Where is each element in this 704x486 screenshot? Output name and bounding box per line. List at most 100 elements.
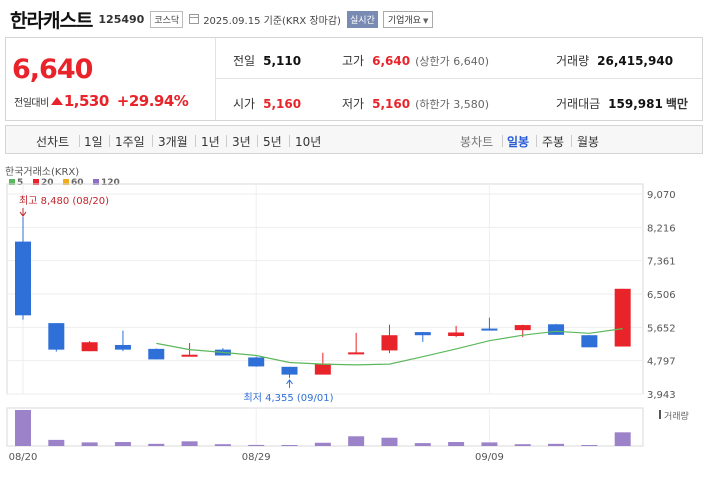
stat-sub: (상한가 6,640) xyxy=(415,55,489,68)
divider xyxy=(571,135,572,147)
volume-bar xyxy=(214,444,231,446)
candle-body xyxy=(614,288,631,347)
candle-chart-label: 봉차트 xyxy=(460,135,494,149)
candle-monthly[interactable]: 월봉 xyxy=(577,135,600,149)
candle-body xyxy=(248,357,265,367)
volume-bar xyxy=(348,436,365,446)
divider xyxy=(226,135,227,147)
realtime-button[interactable]: 실시간 xyxy=(346,10,378,28)
volume-bar xyxy=(81,442,98,446)
high-arrowhead-icon xyxy=(19,211,27,217)
candle-body xyxy=(181,354,198,357)
period-3m[interactable]: 3개월 xyxy=(158,135,188,149)
legend-label: 120 xyxy=(101,178,120,188)
stat-amount: 거래대금 159,981 백만 xyxy=(556,95,688,112)
candle-body xyxy=(414,332,431,336)
volume-bar xyxy=(15,410,31,446)
candle-body xyxy=(348,352,365,355)
change-label: 전일대비 xyxy=(14,97,49,109)
stat-low: 저가 5,160 (하한가 3,580) xyxy=(342,95,489,112)
volume-label: 거래량 xyxy=(664,410,689,422)
volume-bar xyxy=(314,442,331,446)
legend-swatch xyxy=(63,179,69,185)
current-price: 6,640 xyxy=(12,54,93,85)
chevron-down-icon: ▼ xyxy=(422,16,429,25)
y-tick-label: 9,070 xyxy=(647,190,676,201)
y-tick-label: 3,943 xyxy=(647,390,676,401)
divider xyxy=(109,135,110,147)
company-overview-label: 기업개요 xyxy=(387,15,421,26)
volume-bar xyxy=(181,441,198,446)
period-5y[interactable]: 5년 xyxy=(263,135,282,149)
stat-open: 시가 5,160 xyxy=(233,95,301,112)
line-chart-label: 선차트 xyxy=(36,135,70,149)
period-1d[interactable]: 1일 xyxy=(84,135,103,149)
stat-value: 6,640 xyxy=(372,54,411,68)
period-1y[interactable]: 1년 xyxy=(201,135,220,149)
low-arrowhead-icon xyxy=(286,379,293,385)
market-badge: 코스닥 xyxy=(150,10,184,28)
x-tick-label: 08/20 xyxy=(9,452,38,463)
reference-date: 2025.09.15 기준(KRX 장마감) xyxy=(203,15,341,27)
volume-bar xyxy=(114,442,131,446)
stat-label: 거래량 xyxy=(556,54,590,68)
stat-label: 시가 xyxy=(233,97,256,111)
volume-bar xyxy=(48,439,65,446)
price-plot-frame xyxy=(6,183,644,395)
up-arrow-icon xyxy=(50,97,63,105)
volume-legend-icon xyxy=(659,410,661,419)
candle-body xyxy=(481,328,498,331)
stock-code: 125490 xyxy=(98,12,145,26)
period-10y[interactable]: 10년 xyxy=(295,135,322,149)
candlestick-chart: 한국거래소(KRX)5 20 60 120 9,070 8,216 7,361 6,506 5,… xyxy=(5,166,689,463)
volume-bar xyxy=(614,432,631,446)
x-tick-label: 09/09 xyxy=(475,452,504,463)
stat-sub: (하한가 3,580) xyxy=(415,98,489,111)
price-panel: 6,640 전일대비 1,530 +29.94% 전일 5,110 고가 6,6… xyxy=(5,37,703,121)
candle-daily[interactable]: 일봉 xyxy=(507,135,530,149)
stat-value: 159,981 xyxy=(608,97,663,111)
candle-body xyxy=(15,241,31,316)
candle-body xyxy=(281,366,298,375)
divider xyxy=(289,135,290,147)
divider xyxy=(502,135,503,147)
divider xyxy=(152,135,153,147)
volume-bar xyxy=(381,437,398,446)
y-tick-label: 8,216 xyxy=(647,223,676,234)
stats-divider xyxy=(216,78,702,79)
candle-weekly[interactable]: 주봉 xyxy=(542,135,565,149)
candle-body xyxy=(114,344,131,350)
legend-label: 5 xyxy=(17,178,23,188)
ma5-line xyxy=(156,328,623,366)
stat-unit: 백만 xyxy=(665,97,688,111)
period-bar: 선차트 1일 1주일 3개월 1년 3년 5년 10년 봉차트 일봉 주봉 월봉 xyxy=(5,125,703,154)
candle-body xyxy=(148,348,165,360)
candle-body xyxy=(448,332,465,336)
change-amount: 1,530 xyxy=(63,92,109,110)
stat-value: 26,415,940 xyxy=(597,54,674,68)
stock-header: 한라캐스트 125490 코스닥 2025.09.15 기준(KRX 장마감) … xyxy=(10,6,434,32)
divider xyxy=(257,135,258,147)
stat-value: 5,110 xyxy=(263,54,302,68)
high-annotation: 최고 8,480 (08/20) xyxy=(19,195,109,207)
y-tick-label: 4,797 xyxy=(647,357,676,368)
company-overview-dropdown[interactable]: 기업개요 ▼ xyxy=(382,10,434,28)
volume-bar xyxy=(581,445,598,446)
volume-bar xyxy=(514,444,531,446)
stat-high: 고가 6,640 (상한가 6,640) xyxy=(342,52,489,69)
divider xyxy=(79,135,80,147)
stat-value: 5,160 xyxy=(372,97,411,111)
volume-bar xyxy=(148,443,165,446)
period-3y[interactable]: 3년 xyxy=(232,135,251,149)
y-tick-label: 6,506 xyxy=(647,290,676,301)
period-1w[interactable]: 1주일 xyxy=(115,135,145,149)
candle-body xyxy=(514,325,531,331)
low-annotation: 최저 4,355 (09/01) xyxy=(244,392,334,404)
stat-label: 고가 xyxy=(342,54,365,68)
volume-bar xyxy=(248,444,265,446)
candle-body xyxy=(314,363,331,375)
stat-label: 거래대금 xyxy=(556,97,601,111)
volume-bar xyxy=(481,442,498,446)
candle-body xyxy=(581,335,598,348)
volume-bar xyxy=(414,443,431,446)
